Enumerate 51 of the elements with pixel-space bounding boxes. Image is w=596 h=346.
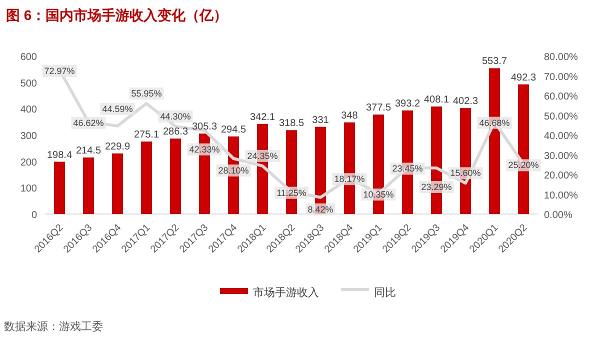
y2-tick-label: 40.00%	[544, 131, 578, 142]
y-tick-label: 300	[20, 131, 38, 142]
data-label: 214.5	[76, 146, 102, 157]
y-tick-label: 600	[20, 52, 38, 63]
data-label: 305.3	[192, 122, 218, 133]
data-label: 348	[341, 110, 358, 122]
y2-tick-label: 10.00%	[544, 190, 578, 202]
data-label: 331	[312, 114, 330, 126]
y2-tick-label: 80.00%	[544, 52, 578, 63]
bar	[140, 142, 152, 214]
data-label: 377.5	[366, 102, 392, 114]
data-label: 23.29%	[421, 182, 452, 192]
data-label: 492.3	[510, 72, 536, 84]
chart-title: 图 6：国内市场手游收入变化（亿）	[6, 7, 228, 23]
data-label: 408.1	[424, 94, 450, 106]
bar	[54, 162, 66, 214]
y-tick-label: 0	[31, 210, 38, 221]
data-label: 294.5	[220, 124, 246, 136]
legend-label: 同比	[374, 286, 396, 299]
y2-tick-label: 70.00%	[544, 72, 578, 83]
data-label: 553.7	[482, 56, 508, 68]
y2-tick-label: 30.00%	[544, 150, 578, 162]
y2-tick-label: 20.00%	[544, 170, 578, 182]
data-label: 393.2	[394, 98, 420, 110]
y2-tick-label: 60.00%	[544, 92, 578, 102]
data-label: 8.42%	[308, 204, 334, 214]
y-tick-label: 400	[20, 104, 38, 116]
bar	[112, 153, 124, 214]
data-label: 44.59%	[102, 104, 133, 114]
data-label: 402.3	[452, 96, 478, 108]
data-label: 198.4	[46, 150, 72, 161]
data-label: 55.95%	[131, 88, 162, 98]
y-tick-label: 200	[20, 157, 38, 168]
bar	[170, 138, 182, 214]
data-label: 44.30%	[160, 112, 191, 122]
source-note: 数据来源：游戏工委	[4, 320, 103, 333]
legend-label: 市场手游收入	[253, 286, 319, 299]
data-label: 15.60%	[450, 168, 481, 178]
data-label: 318.5	[278, 118, 304, 130]
y-tick-label: 500	[20, 78, 38, 90]
data-label: 42.33%	[189, 144, 220, 154]
data-label: 342.1	[250, 112, 276, 123]
y2-tick-label: 50.00%	[544, 111, 578, 122]
bar	[82, 158, 94, 214]
data-label: 28.10%	[218, 166, 249, 176]
y2-tick-label: 0.00%	[544, 210, 572, 221]
data-label: 24.35%	[247, 150, 278, 161]
data-label: 286.3	[162, 126, 188, 138]
data-label: 275.1	[134, 130, 160, 141]
y-tick-label: 100	[20, 184, 38, 195]
data-label: 229.9	[104, 141, 130, 152]
